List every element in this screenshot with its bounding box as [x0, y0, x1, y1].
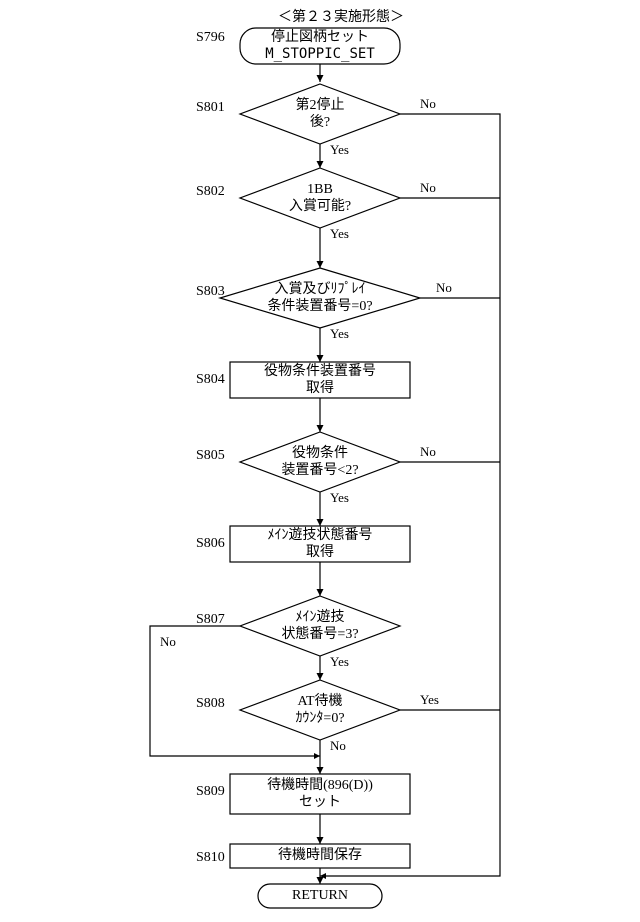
node-return: RETURN [258, 888, 382, 905]
label-s796: S796 [196, 30, 225, 46]
node-s804: 役物条件装置番号 取得 [230, 364, 410, 398]
label-s803: S803 [196, 284, 225, 300]
edge-s801-no: No [420, 96, 436, 112]
node-s808: AT待機 ｶｳﾝﾀ=0? [260, 694, 380, 728]
edge-s803-no: No [436, 280, 452, 296]
edge-s801-yes: Yes [330, 142, 349, 158]
label-s802: S802 [196, 184, 225, 200]
edge-s807-yes: Yes [330, 654, 349, 670]
edge-s802-no: No [420, 180, 436, 196]
node-s807: ﾒｲﾝ遊技 状態番号=3? [260, 610, 380, 644]
node-s796-line1: 停止図柄セット [240, 30, 400, 47]
label-s804: S804 [196, 372, 225, 388]
node-s805: 役物条件 装置番号<2? [260, 446, 380, 480]
label-s810: S810 [196, 850, 225, 866]
node-s801: 第2停止 後? [260, 98, 380, 132]
label-s807: S807 [196, 612, 225, 628]
label-s809: S809 [196, 784, 225, 800]
node-s803: 入賞及びﾘﾌﾟﾚｲ 条件装置番号=0? [235, 282, 405, 316]
label-s805: S805 [196, 448, 225, 464]
edge-s802-yes: Yes [330, 226, 349, 242]
node-s796-line2: M_STOPPIC_SET [240, 46, 400, 63]
edge-s805-no: No [420, 444, 436, 460]
label-s801: S801 [196, 100, 225, 116]
node-s809: 待機時間(896(D)) セット [230, 778, 410, 812]
page-title: ＜第２３実施形態＞ [256, 10, 426, 27]
edge-s808-yes: Yes [420, 692, 439, 708]
edge-s805-yes: Yes [330, 490, 349, 506]
edge-s803-yes: Yes [330, 326, 349, 342]
label-s808: S808 [196, 696, 225, 712]
label-s806: S806 [196, 536, 225, 552]
node-s810: 待機時間保存 [230, 848, 410, 865]
edge-s808-no: No [330, 738, 346, 754]
node-s802: 1BB 入賞可能? [260, 182, 380, 216]
edge-s807-no: No [160, 634, 176, 650]
node-s806: ﾒｲﾝ遊技状態番号 取得 [230, 528, 410, 562]
